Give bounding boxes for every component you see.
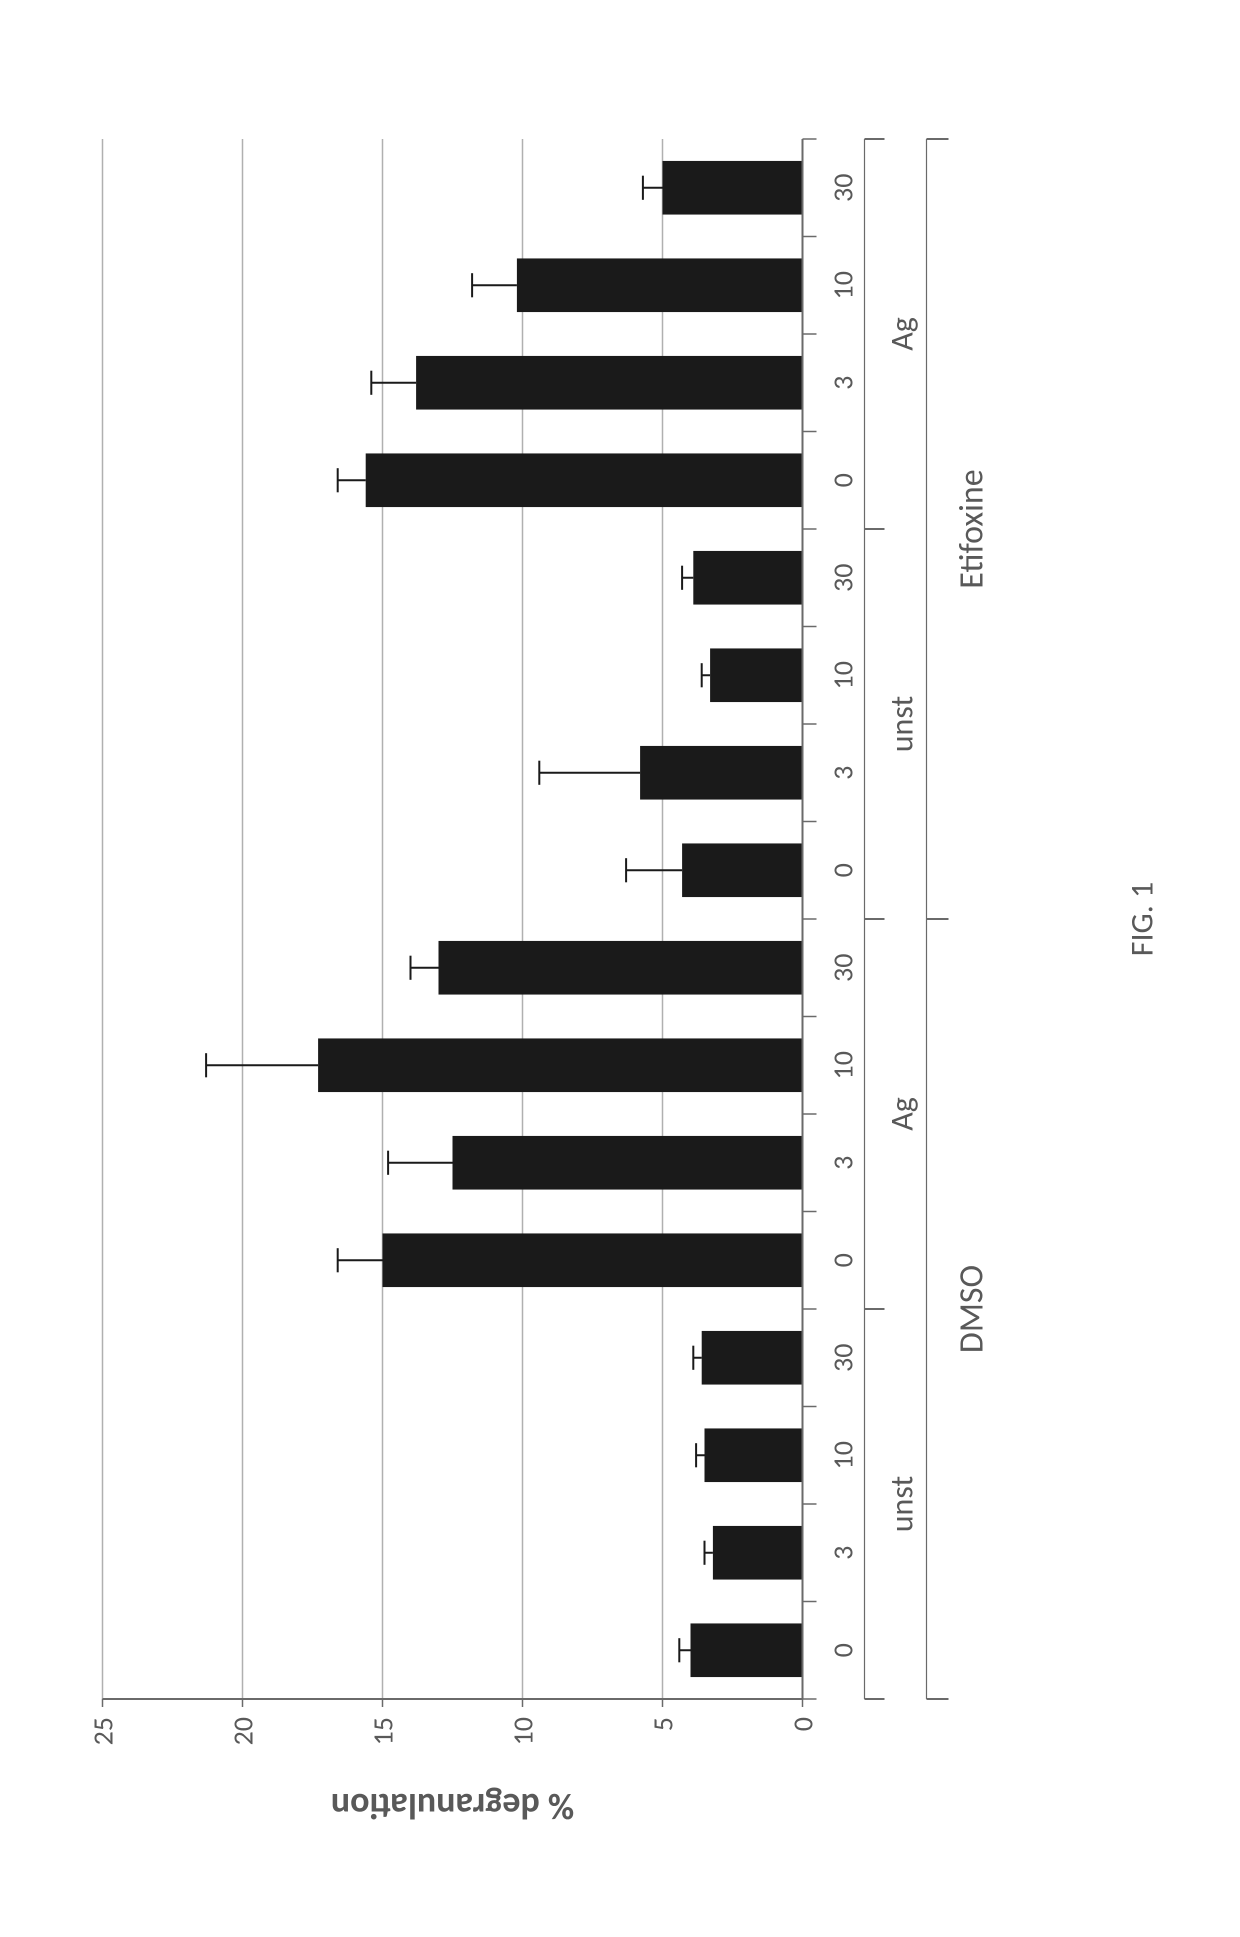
bar [705, 1428, 803, 1482]
y-tick-label: 10 [506, 1717, 541, 1745]
dose-label: 3 [826, 765, 861, 779]
dose-label: 10 [826, 1441, 861, 1469]
dose-label: 10 [826, 1051, 861, 1079]
bar [691, 1623, 803, 1677]
figure-label: FIG. 1 [1123, 881, 1162, 955]
drug-label: Etifoxine [952, 469, 993, 588]
bar [693, 550, 802, 604]
page: 0 5 10 15 20 25 0 3 10 30 0 3 10 30 0 3 10 30 0 3 10 30 unst Ag… [0, 0, 1240, 1937]
dose-label: 10 [826, 661, 861, 689]
y-axis-label: % degranulation [331, 1784, 574, 1828]
dose-label: 30 [826, 563, 861, 591]
treatment-label: Ag [883, 1097, 922, 1131]
dose-label: 0 [826, 1253, 861, 1267]
bar [383, 1233, 803, 1287]
dose-label: 30 [826, 173, 861, 201]
dose-label: 30 [826, 953, 861, 981]
dose-label: 30 [826, 1343, 861, 1371]
treatment-label: unst [883, 695, 922, 752]
bar [517, 258, 803, 312]
bar [453, 1135, 803, 1189]
bar [318, 1038, 802, 1092]
bar [439, 940, 803, 994]
dose-label: 3 [826, 1545, 861, 1559]
bar [640, 745, 802, 799]
bar [702, 1330, 803, 1384]
treatment-label: Ag [883, 317, 922, 351]
dose-label: 3 [826, 375, 861, 389]
bar [682, 843, 802, 897]
bar [663, 160, 803, 214]
y-tick-label: 5 [646, 1717, 681, 1731]
dose-label: 0 [826, 473, 861, 487]
y-tick-label: 25 [86, 1717, 121, 1745]
chart-container: 0 5 10 15 20 25 0 3 10 30 0 3 10 30 0 3 10 30 0 3 10 30 unst Ag… [43, 69, 1198, 1869]
bar-chart: 0 5 10 15 20 25 0 3 10 30 0 3 10 30 0 3 10 30 0 3 10 30 unst Ag… [43, 69, 1193, 1869]
drug-label: DMSO [952, 1264, 993, 1352]
y-tick-label: 15 [366, 1717, 401, 1745]
bar [416, 355, 802, 409]
dose-label: 3 [826, 1155, 861, 1169]
dose-label: 10 [826, 271, 861, 299]
treatment-label: unst [883, 1475, 922, 1532]
y-tick-label: 0 [786, 1717, 821, 1731]
dose-label: 0 [826, 1643, 861, 1657]
bar [366, 453, 803, 507]
dose-label: 0 [826, 863, 861, 877]
bar [710, 648, 802, 702]
bar [713, 1525, 803, 1579]
y-tick-label: 20 [226, 1717, 261, 1745]
